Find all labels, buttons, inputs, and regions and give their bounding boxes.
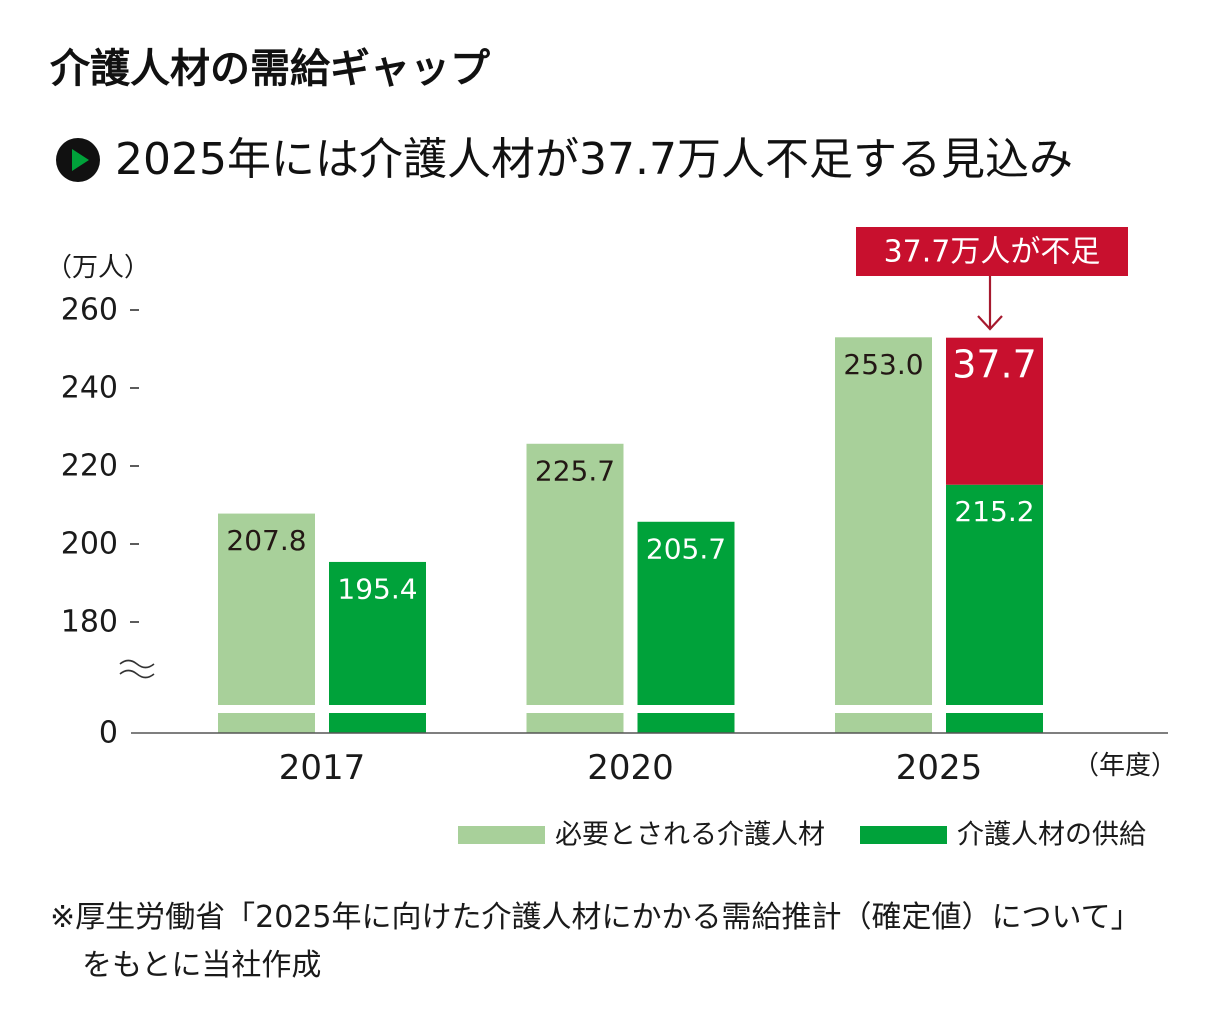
bars	[218, 337, 1043, 733]
legend-label-required: 必要とされる介護人材	[555, 820, 825, 851]
y-tick-label-180: 180	[61, 605, 118, 640]
bar-supply-2020-base	[637, 713, 735, 733]
legend-swatch-supply	[860, 826, 947, 844]
page-title: 介護人材の需給ギャップ	[50, 46, 490, 92]
y-tick-label-260: 260	[61, 293, 118, 328]
bar-required-2025-base	[835, 713, 932, 733]
value-label-required-2025: 253.0	[843, 348, 923, 381]
y-axis-ticks: 0 180 200 220 240 260	[61, 293, 139, 751]
source-note-line-2: をもとに当社作成	[82, 948, 322, 983]
legend-label-supply: 介護人材の供給	[957, 820, 1146, 851]
legend-swatch-required	[458, 826, 545, 844]
y-tick-label-240: 240	[61, 371, 118, 406]
bar-shortage-2025	[946, 337, 1043, 485]
bar-supply-2025	[946, 484, 1043, 705]
value-label-supply-2017: 195.4	[337, 572, 417, 605]
x-axis-labels: 2017 2020 2025	[279, 748, 983, 788]
bar-required-2017	[218, 513, 315, 705]
legend: 必要とされる介護人材 介護人材の供給	[458, 820, 1146, 851]
bar-supply-2020	[637, 521, 735, 705]
value-label-shortage-2025: 37.7	[952, 343, 1037, 387]
value-label-required-2017: 207.8	[226, 524, 306, 557]
bar-supply-2017-base	[329, 713, 426, 733]
callout-arrow-icon	[977, 276, 1003, 331]
play-circle-icon	[56, 138, 100, 182]
source-note-line-1: ※厚生労働省「2025年に向けた介護人材にかかる需給推計（確定値）について」	[50, 900, 1141, 935]
axis-break-icon	[119, 659, 155, 679]
callout-box	[856, 227, 1128, 276]
callout-text: 37.7万人が不足	[884, 235, 1101, 270]
bar-supply-2025-base	[946, 713, 1043, 733]
subtitle: 2025年には介護人材が37.7万人不足する見込み	[56, 134, 1073, 186]
y-tick-label-220: 220	[61, 449, 118, 484]
value-label-required-2020: 225.7	[535, 454, 615, 487]
value-labels: 207.8 195.4 225.7 205.7 253.0 215.2 37.7	[226, 343, 1036, 606]
y-tick-label-0: 0	[99, 716, 118, 751]
x-tick-label-2017: 2017	[279, 748, 366, 788]
x-axis-unit: （年度）	[1073, 751, 1177, 781]
bar-supply-2017	[329, 561, 426, 705]
value-label-supply-2020: 205.7	[646, 532, 726, 565]
value-label-supply-2025: 215.2	[954, 495, 1034, 528]
bar-required-2025	[835, 337, 932, 705]
shortage-callout: 37.7万人が不足	[856, 227, 1128, 331]
bar-required-2020	[526, 443, 624, 705]
x-tick-label-2020: 2020	[587, 748, 674, 788]
subtitle-text: 2025年には介護人材が37.7万人不足する見込み	[115, 134, 1073, 185]
bar-required-2020-base	[526, 713, 624, 733]
bar-required-2017-base	[218, 713, 315, 733]
y-tick-label-200: 200	[61, 527, 118, 562]
x-tick-label-2025: 2025	[896, 748, 983, 788]
y-axis-unit: （万人）	[46, 253, 150, 283]
